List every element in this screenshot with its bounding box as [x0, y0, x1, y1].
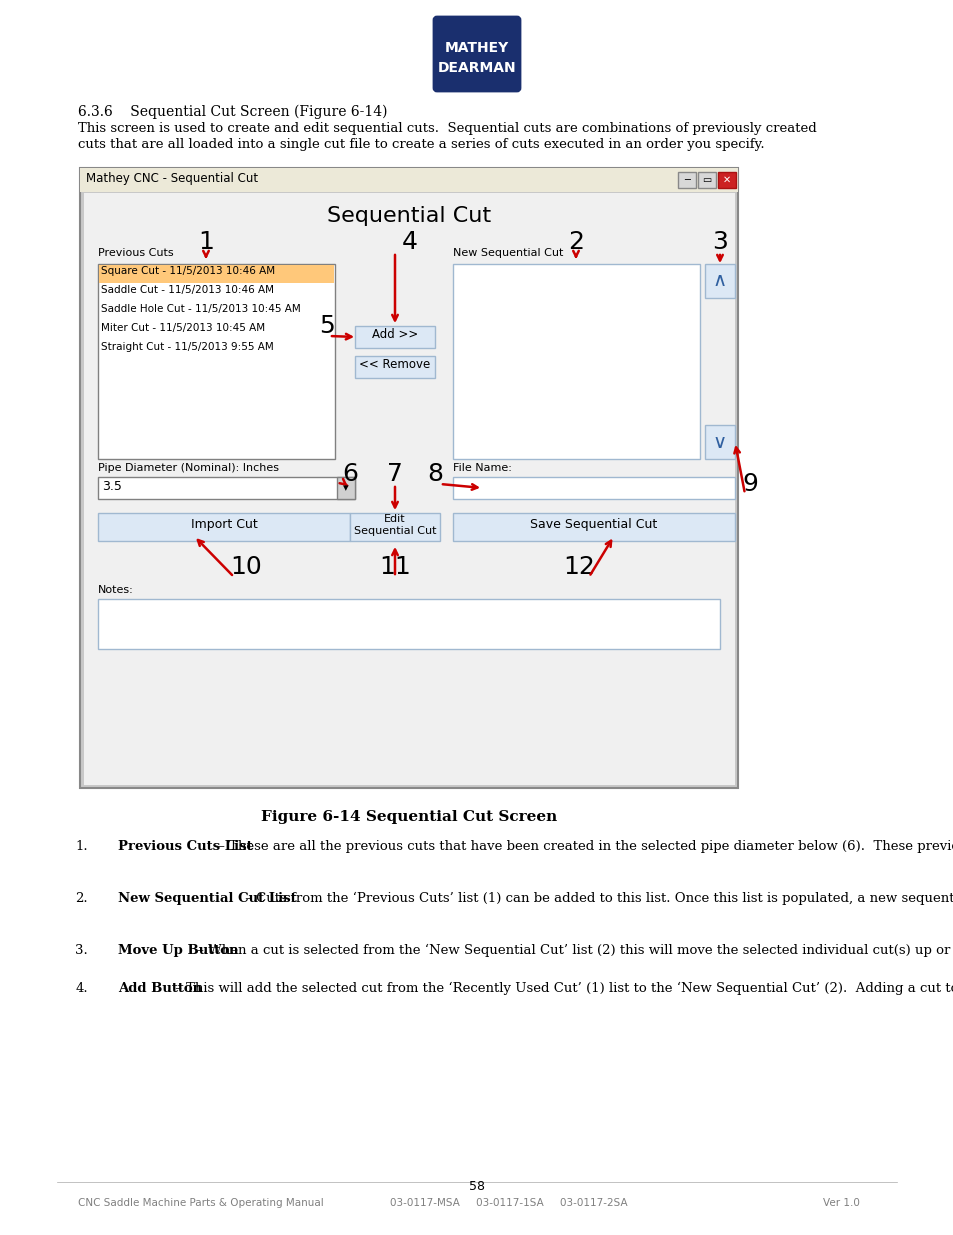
Text: Figure 6-14 Sequential Cut Screen: Figure 6-14 Sequential Cut Screen	[260, 810, 557, 824]
Text: 03-0117-MSA     03-0117-1SA     03-0117-2SA: 03-0117-MSA 03-0117-1SA 03-0117-2SA	[390, 1198, 627, 1208]
Text: Move Up Button: Move Up Button	[118, 944, 238, 957]
Text: New Sequential Cut: New Sequential Cut	[453, 248, 563, 258]
Text: << Remove: << Remove	[359, 358, 430, 370]
Text: 2: 2	[567, 230, 583, 254]
FancyBboxPatch shape	[453, 477, 734, 499]
Text: Saddle Hole Cut - 11/5/2013 10:45 AM: Saddle Hole Cut - 11/5/2013 10:45 AM	[101, 304, 300, 314]
Text: Ver 1.0: Ver 1.0	[822, 1198, 859, 1208]
FancyBboxPatch shape	[438, 22, 515, 86]
FancyBboxPatch shape	[98, 513, 350, 541]
Text: ▭: ▭	[701, 175, 711, 185]
Text: 4.: 4.	[75, 982, 88, 995]
Text: 3.5: 3.5	[102, 480, 122, 493]
Text: 1.: 1.	[75, 840, 88, 853]
FancyBboxPatch shape	[98, 477, 355, 499]
FancyBboxPatch shape	[718, 172, 735, 188]
Text: 58: 58	[469, 1179, 484, 1193]
Text: – These are all the previous cuts that have been created in the selected pipe di: – These are all the previous cuts that h…	[214, 840, 953, 853]
Text: Mathey CNC - Sequential Cut: Mathey CNC - Sequential Cut	[86, 172, 258, 185]
Text: ▾: ▾	[343, 483, 349, 493]
Text: Add Button: Add Button	[118, 982, 202, 995]
Text: – This will add the selected cut from the ‘Recently Used Cut’ (1) list to the ‘N: – This will add the selected cut from th…	[172, 982, 953, 995]
Text: Sequential Cut: Sequential Cut	[327, 206, 491, 226]
Text: Save Sequential Cut: Save Sequential Cut	[530, 517, 657, 531]
Text: cuts that are all loaded into a single cut file to create a series of cuts execu: cuts that are all loaded into a single c…	[78, 138, 763, 151]
Text: 11: 11	[378, 555, 411, 579]
FancyBboxPatch shape	[453, 513, 734, 541]
Text: 5: 5	[319, 314, 335, 338]
FancyBboxPatch shape	[336, 477, 355, 499]
Text: 1: 1	[198, 230, 213, 254]
FancyBboxPatch shape	[98, 599, 720, 650]
Text: Previous Cuts: Previous Cuts	[98, 248, 173, 258]
FancyBboxPatch shape	[355, 326, 435, 348]
FancyBboxPatch shape	[99, 266, 334, 283]
Text: File Name:: File Name:	[453, 463, 512, 473]
FancyBboxPatch shape	[704, 425, 734, 459]
Text: 4: 4	[401, 230, 417, 254]
FancyBboxPatch shape	[355, 356, 435, 378]
Text: Square Cut - 11/5/2013 10:46 AM: Square Cut - 11/5/2013 10:46 AM	[101, 266, 274, 275]
Text: ∨: ∨	[712, 432, 726, 452]
Text: Previous Cuts List: Previous Cuts List	[118, 840, 253, 853]
FancyBboxPatch shape	[678, 172, 696, 188]
Text: 3: 3	[711, 230, 727, 254]
Text: CNC Saddle Machine Parts & Operating Manual: CNC Saddle Machine Parts & Operating Man…	[78, 1198, 323, 1208]
Text: New Sequential Cut List: New Sequential Cut List	[118, 892, 296, 905]
Text: 9: 9	[741, 472, 757, 496]
Text: 7: 7	[387, 462, 402, 487]
Text: ∧: ∧	[712, 272, 726, 290]
FancyBboxPatch shape	[80, 168, 738, 788]
Text: 8: 8	[427, 462, 442, 487]
Text: Notes:: Notes:	[98, 585, 133, 595]
Text: DEARMAN: DEARMAN	[437, 61, 516, 75]
Text: MATHEY: MATHEY	[444, 41, 509, 56]
Text: 3.: 3.	[75, 944, 88, 957]
FancyBboxPatch shape	[434, 17, 519, 91]
FancyBboxPatch shape	[83, 191, 734, 785]
FancyBboxPatch shape	[80, 168, 738, 191]
Text: Straight Cut - 11/5/2013 9:55 AM: Straight Cut - 11/5/2013 9:55 AM	[101, 342, 274, 352]
FancyBboxPatch shape	[704, 264, 734, 298]
Text: Add >>: Add >>	[372, 329, 417, 341]
FancyBboxPatch shape	[698, 172, 716, 188]
Text: This screen is used to create and edit sequential cuts.  Sequential cuts are com: This screen is used to create and edit s…	[78, 122, 816, 135]
Text: ✕: ✕	[722, 175, 730, 185]
FancyBboxPatch shape	[350, 513, 439, 541]
FancyBboxPatch shape	[453, 264, 700, 459]
Text: 10: 10	[230, 555, 262, 579]
Text: Miter Cut - 11/5/2013 10:45 AM: Miter Cut - 11/5/2013 10:45 AM	[101, 324, 265, 333]
Text: 12: 12	[562, 555, 595, 579]
Text: Pipe Diameter (Nominal): Inches: Pipe Diameter (Nominal): Inches	[98, 463, 278, 473]
Text: Edit
Sequential Cut: Edit Sequential Cut	[354, 514, 436, 536]
Text: ─: ─	[683, 175, 689, 185]
Text: – Cuts from the ‘Previous Cuts’ list (1) can be added to this list. Once this li: – Cuts from the ‘Previous Cuts’ list (1)…	[241, 892, 953, 905]
Text: Import Cut: Import Cut	[191, 517, 257, 531]
Text: – When a cut is selected from the ‘New Sequential Cut’ list (2) this will move t: – When a cut is selected from the ‘New S…	[193, 944, 953, 957]
Text: 2.: 2.	[75, 892, 88, 905]
Text: 6: 6	[341, 462, 357, 487]
FancyBboxPatch shape	[98, 264, 335, 459]
Text: 6.3.6    Sequential Cut Screen (Figure 6-14): 6.3.6 Sequential Cut Screen (Figure 6-14…	[78, 105, 387, 120]
Text: Saddle Cut - 11/5/2013 10:46 AM: Saddle Cut - 11/5/2013 10:46 AM	[101, 285, 274, 295]
